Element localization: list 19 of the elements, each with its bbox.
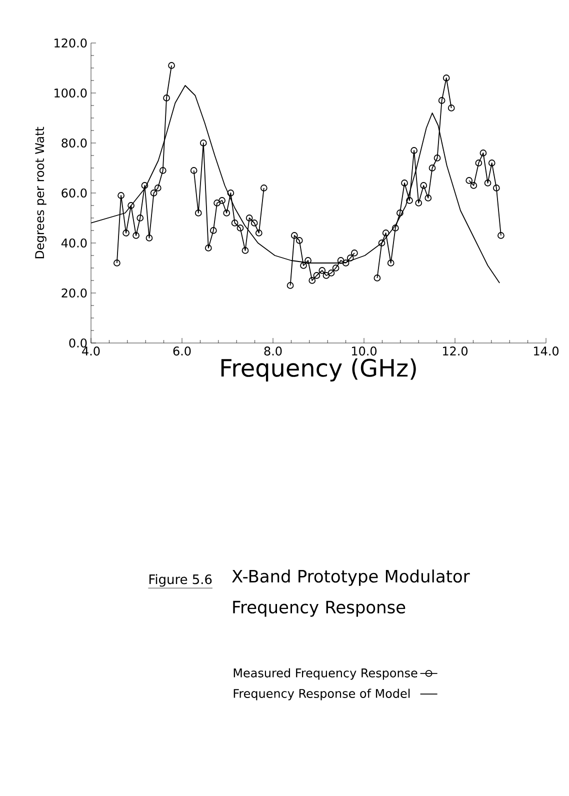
- y-tick-label: 80.0: [62, 138, 87, 148]
- x-tick-label: 4.0: [82, 346, 100, 356]
- text: X-Band Prototype Modulator Frequency Response: [232, 570, 470, 617]
- y-tick-label: 0.0: [69, 338, 87, 348]
- legend-label: Measured Frequency Response: [234, 668, 418, 680]
- y-tick-label: 100.0: [54, 88, 87, 98]
- x-tick-label: 8.0: [264, 346, 282, 356]
- x-tick-label: 14.0: [534, 346, 559, 356]
- x-tick-label: 10.0: [352, 346, 377, 356]
- caption: Figure 5.6: [149, 574, 212, 587]
- x-tick-label: 6.0: [173, 346, 191, 356]
- legend-label: Frequency Response of Model: [234, 688, 410, 700]
- y-tick-label: 60.0: [62, 188, 87, 198]
- y-tick-label: 120.0: [54, 38, 87, 48]
- y-tick-label: 40.0: [61, 238, 87, 248]
- y-tick-label: 20.0: [62, 288, 87, 298]
- x-axis-title: Frequency (GHz): [221, 358, 416, 382]
- y-axis-title: Degrees per root Watt: [35, 126, 46, 258]
- x-tick-label: 12.0: [443, 346, 468, 356]
